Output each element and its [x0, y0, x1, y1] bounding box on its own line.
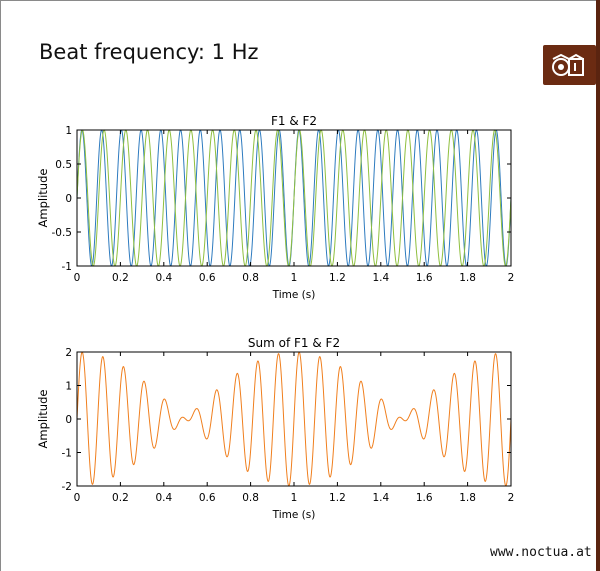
- x-tick-label: 1.2: [329, 492, 346, 504]
- x-tick-label: 0: [74, 492, 81, 504]
- y-axis-label: Amplitude: [36, 169, 50, 228]
- y-tick-label: 0.5: [55, 159, 72, 171]
- y-tick-label: -1: [62, 261, 72, 273]
- y-tick-label: 0: [65, 193, 72, 205]
- x-axis-label: Time (s): [272, 509, 316, 521]
- x-tick-label: 2: [508, 492, 515, 504]
- y-tick-label: 0: [65, 414, 72, 426]
- x-tick-label: 1.8: [459, 272, 476, 284]
- x-tick-label: 1: [291, 272, 298, 284]
- y-tick-label: -2: [62, 481, 72, 493]
- chart-title: Sum of F1 & F2: [248, 336, 340, 350]
- chart-title: F1 & F2: [271, 114, 317, 128]
- sum-chart: 0 0.2 0.4 0.6 0.8 1 1.2 1.4 1.6 1.8 2 -2 -1 0 1 2 Sum of…: [36, 336, 515, 521]
- x-tick-label: 0.8: [242, 492, 259, 504]
- x-tick-label: 1.2: [329, 272, 346, 284]
- footer-url: www.noctua.at: [490, 545, 592, 560]
- y-tick-label: -0.5: [52, 227, 73, 239]
- y-tick-label: 1: [65, 381, 72, 393]
- f1-f2-chart: 0 0.2 0.4 0.6 0.8 1 1.2 1.4 1.6 1.8 2 -1 -0.5 0 0.5 1 F1…: [36, 114, 515, 301]
- x-tick-label: 1.6: [416, 272, 433, 284]
- series-line-1: [76, 129, 512, 267]
- y-axis-label: Amplitude: [36, 390, 50, 449]
- x-tick-label: 1.4: [372, 272, 389, 284]
- owl-logo-icon: [543, 45, 596, 85]
- page-title: Beat frequency: 1 Hz: [39, 40, 259, 64]
- x-tick-label: 0.4: [155, 272, 172, 284]
- x-tick-label: 0.6: [199, 272, 216, 284]
- x-tick-label: 0.2: [112, 272, 129, 284]
- x-tick-label: 1.6: [416, 492, 433, 504]
- y-tick-label: -1: [62, 448, 72, 460]
- x-tick-label: 2: [508, 272, 515, 284]
- y-tick-label: 2: [65, 347, 72, 359]
- x-tick-label: 1: [291, 492, 298, 504]
- right-edge-bar: [596, 0, 600, 571]
- x-tick-label: 0.6: [199, 492, 216, 504]
- x-axis-label: Time (s): [272, 289, 316, 301]
- x-tick-label: 1.4: [372, 492, 389, 504]
- x-tick-label: 0.2: [112, 492, 129, 504]
- x-tick-label: 0.8: [242, 272, 259, 284]
- x-tick-label: 1.8: [459, 492, 476, 504]
- y-tick-label: 1: [65, 125, 72, 137]
- x-tick-label: 0: [74, 272, 81, 284]
- series-line-0: [76, 351, 512, 487]
- x-tick-label: 0.4: [155, 492, 172, 504]
